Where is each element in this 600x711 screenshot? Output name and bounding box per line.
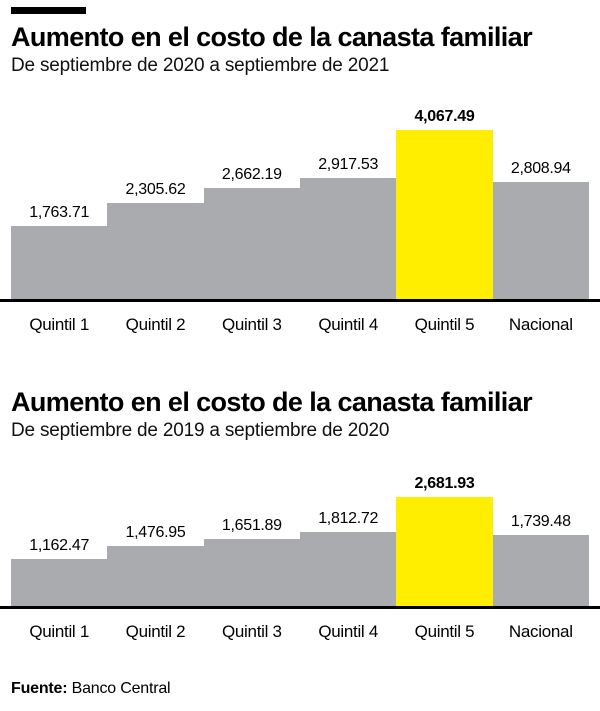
bar-quintil-2	[107, 203, 204, 299]
x-axis-line	[0, 298, 600, 302]
bar-plot: 1,162.47 1,476.95 1,651.89 1,812.72 2,681.93…	[11, 468, 589, 606]
bar-column-quintil-3: 1,651.89	[203, 468, 300, 606]
kicker-bar	[11, 7, 86, 14]
bar-value-label: 2,305.62	[125, 181, 186, 199]
x-tick-label-quintil-2: Quintil 2	[125, 314, 186, 334]
bar-nacional	[492, 535, 589, 606]
source-value: Banco Central	[67, 679, 171, 697]
x-axis-line	[0, 605, 600, 609]
bar-quintil-4	[299, 532, 397, 606]
bar-value-label: 1,812.72	[318, 510, 379, 528]
x-tick-label-nacional: Nacional	[508, 314, 573, 334]
bar-column-quintil-4: 1,812.72	[299, 468, 397, 606]
bar-column-quintil-3: 2,662.19	[203, 102, 300, 299]
x-tick-label-quintil-5: Quintil 5	[414, 314, 475, 334]
source-note: Fuente: Banco Central	[11, 680, 589, 698]
x-tick-label-quintil-1: Quintil 1	[29, 621, 89, 641]
bar-value-label: 1,162.47	[29, 536, 90, 554]
bar-column-quintil-1: 1,162.47	[11, 468, 108, 606]
bar-column-nacional: 1,739.48	[492, 468, 589, 606]
bar-value-label: 1,763.71	[29, 203, 90, 221]
chart-title: Aumento en el costo de la canasta famili…	[11, 386, 533, 417]
x-tick-label-quintil-4: Quintil 4	[318, 621, 378, 641]
bar-quintil-5	[396, 496, 493, 606]
bar-quintil-3	[203, 188, 300, 299]
bar-value-label: 2,917.53	[318, 155, 379, 173]
x-tick-label-quintil-1: Quintil 1	[29, 314, 89, 334]
bar-value-label: 4,067.49	[414, 107, 475, 125]
bar-quintil-4	[299, 177, 397, 299]
bar-quintil-3	[203, 538, 300, 606]
bar-value-label: 2,808.94	[510, 160, 571, 178]
bar-quintil-5	[396, 129, 493, 299]
bar-nacional	[492, 182, 589, 299]
bar-quintil-1	[11, 225, 108, 299]
bar-value-label: 1,651.89	[221, 516, 282, 534]
bar-value-label: 1,476.95	[125, 523, 186, 541]
bar-column-quintil-5: 2,681.93	[396, 468, 493, 606]
bar-quintil-1	[11, 558, 108, 606]
bar-quintil-2	[107, 545, 204, 606]
x-tick-label-quintil-3: Quintil 3	[221, 314, 282, 334]
bar-column-quintil-4: 2,917.53	[299, 102, 397, 299]
chart-section-bottom: Aumento en el costo de la canasta famili…	[0, 386, 600, 642]
bar-column-nacional: 2,808.94	[492, 102, 589, 299]
bar-plot: 1,763.71 2,305.62 2,662.19 2,917.53 4,067.49…	[11, 102, 589, 299]
chart-section-top: Aumento en el costo de la canasta famili…	[0, 22, 600, 335]
chart-title: Aumento en el costo de la canasta famili…	[11, 22, 533, 52]
x-axis-labels: Quintil 1 Quintil 2 Quintil 3 Quintil 4 Quin…	[11, 302, 589, 335]
chart-subtitle: De septiembre de 2020 a septiembre de 20…	[11, 55, 390, 77]
x-tick-label-quintil-4: Quintil 4	[318, 314, 378, 334]
bar-column-quintil-5: 4,067.49	[396, 102, 493, 299]
bar-value-label: 2,662.19	[221, 166, 282, 184]
source-label: Fuente:	[11, 679, 68, 697]
bar-column-quintil-2: 2,305.62	[107, 102, 204, 299]
chart-subtitle: De septiembre de 2019 a septiembre de 20…	[11, 420, 390, 441]
bar-column-quintil-2: 1,476.95	[107, 468, 204, 606]
x-tick-label-quintil-5: Quintil 5	[414, 621, 475, 641]
bar-value-label: 2,681.93	[414, 474, 475, 492]
x-axis-labels: Quintil 1 Quintil 2 Quintil 3 Quintil 4 Quin…	[11, 609, 589, 642]
bar-column-quintil-1: 1,763.71	[11, 102, 108, 299]
x-tick-label-nacional: Nacional	[508, 621, 573, 641]
bar-value-label: 1,739.48	[510, 513, 571, 531]
x-tick-label-quintil-2: Quintil 2	[125, 621, 186, 641]
x-tick-label-quintil-3: Quintil 3	[221, 621, 282, 641]
